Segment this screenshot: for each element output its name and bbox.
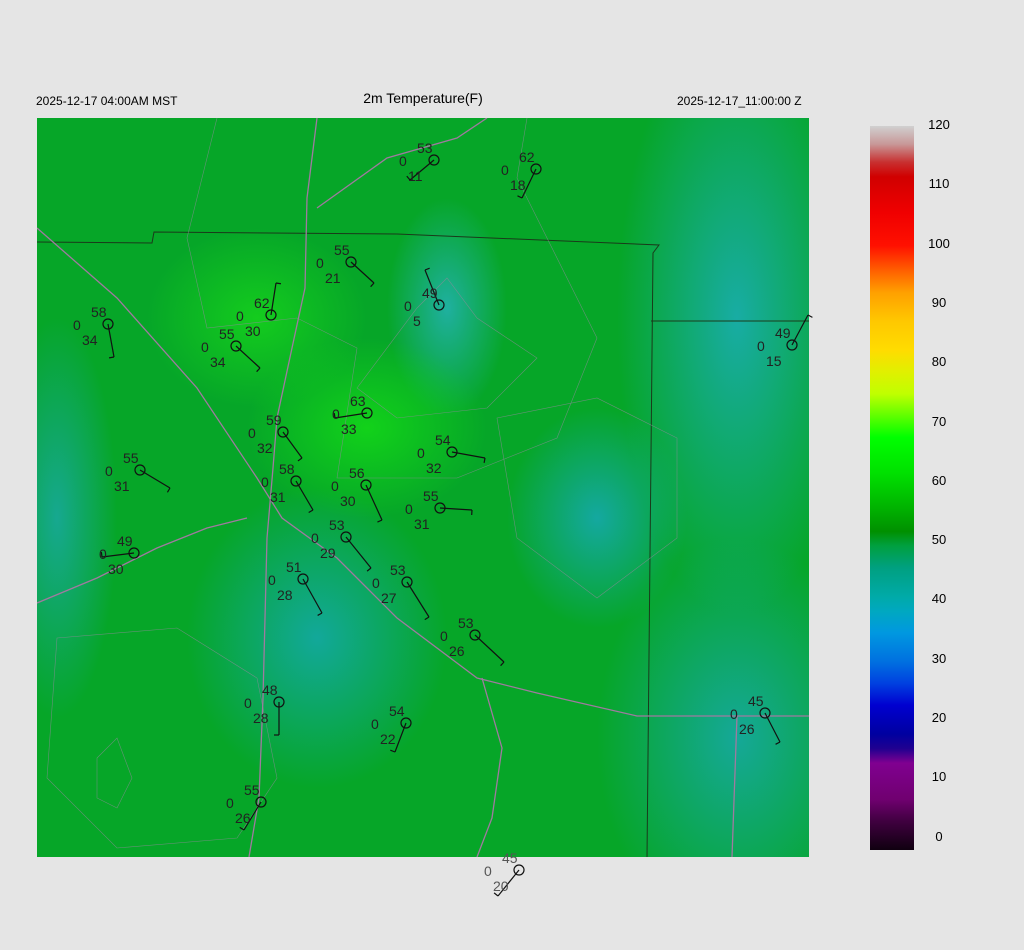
highway <box>731 715 738 857</box>
colorbar-label: 40 <box>931 591 947 607</box>
colorbar-label: 20 <box>931 710 947 725</box>
colorbar-label: 110 <box>928 176 950 192</box>
contour <box>186 118 598 479</box>
colorbar-label: 90 <box>931 294 947 310</box>
highway <box>37 517 248 604</box>
wind-barb <box>497 869 520 897</box>
contour <box>46 627 278 849</box>
contour <box>96 737 133 809</box>
map-boundaries <box>37 118 809 857</box>
highway <box>248 118 318 857</box>
highway <box>37 227 809 717</box>
highway <box>476 677 503 857</box>
highway <box>316 118 488 209</box>
colorbar-label: 100 <box>928 235 950 251</box>
colorbar-label: 120 <box>928 117 950 132</box>
wind-barb-flag <box>493 892 499 897</box>
contour <box>356 277 538 419</box>
temperature-map <box>37 118 809 857</box>
contour <box>496 397 678 599</box>
station-visibility: 0 <box>484 863 492 879</box>
station-dewpoint: 20 <box>493 878 509 894</box>
colorbar-label: 70 <box>931 413 947 429</box>
colorbar-label: 10 <box>931 769 947 785</box>
utc-time: 2025-12-17_11:00:00 Z <box>677 94 802 108</box>
colorbar-label: 0 <box>935 828 943 844</box>
colorbar-label: 30 <box>931 650 947 666</box>
colorbar-label: 80 <box>931 354 947 370</box>
local-time: 2025-12-17 04:00AM MST <box>36 94 178 108</box>
state-boundary <box>37 231 660 857</box>
colorbar-label: 50 <box>931 532 947 548</box>
map-title: 2m Temperature(F) <box>363 90 483 106</box>
station-circle <box>513 864 525 876</box>
colorbar <box>870 126 914 850</box>
colorbar-label: 60 <box>931 472 947 488</box>
